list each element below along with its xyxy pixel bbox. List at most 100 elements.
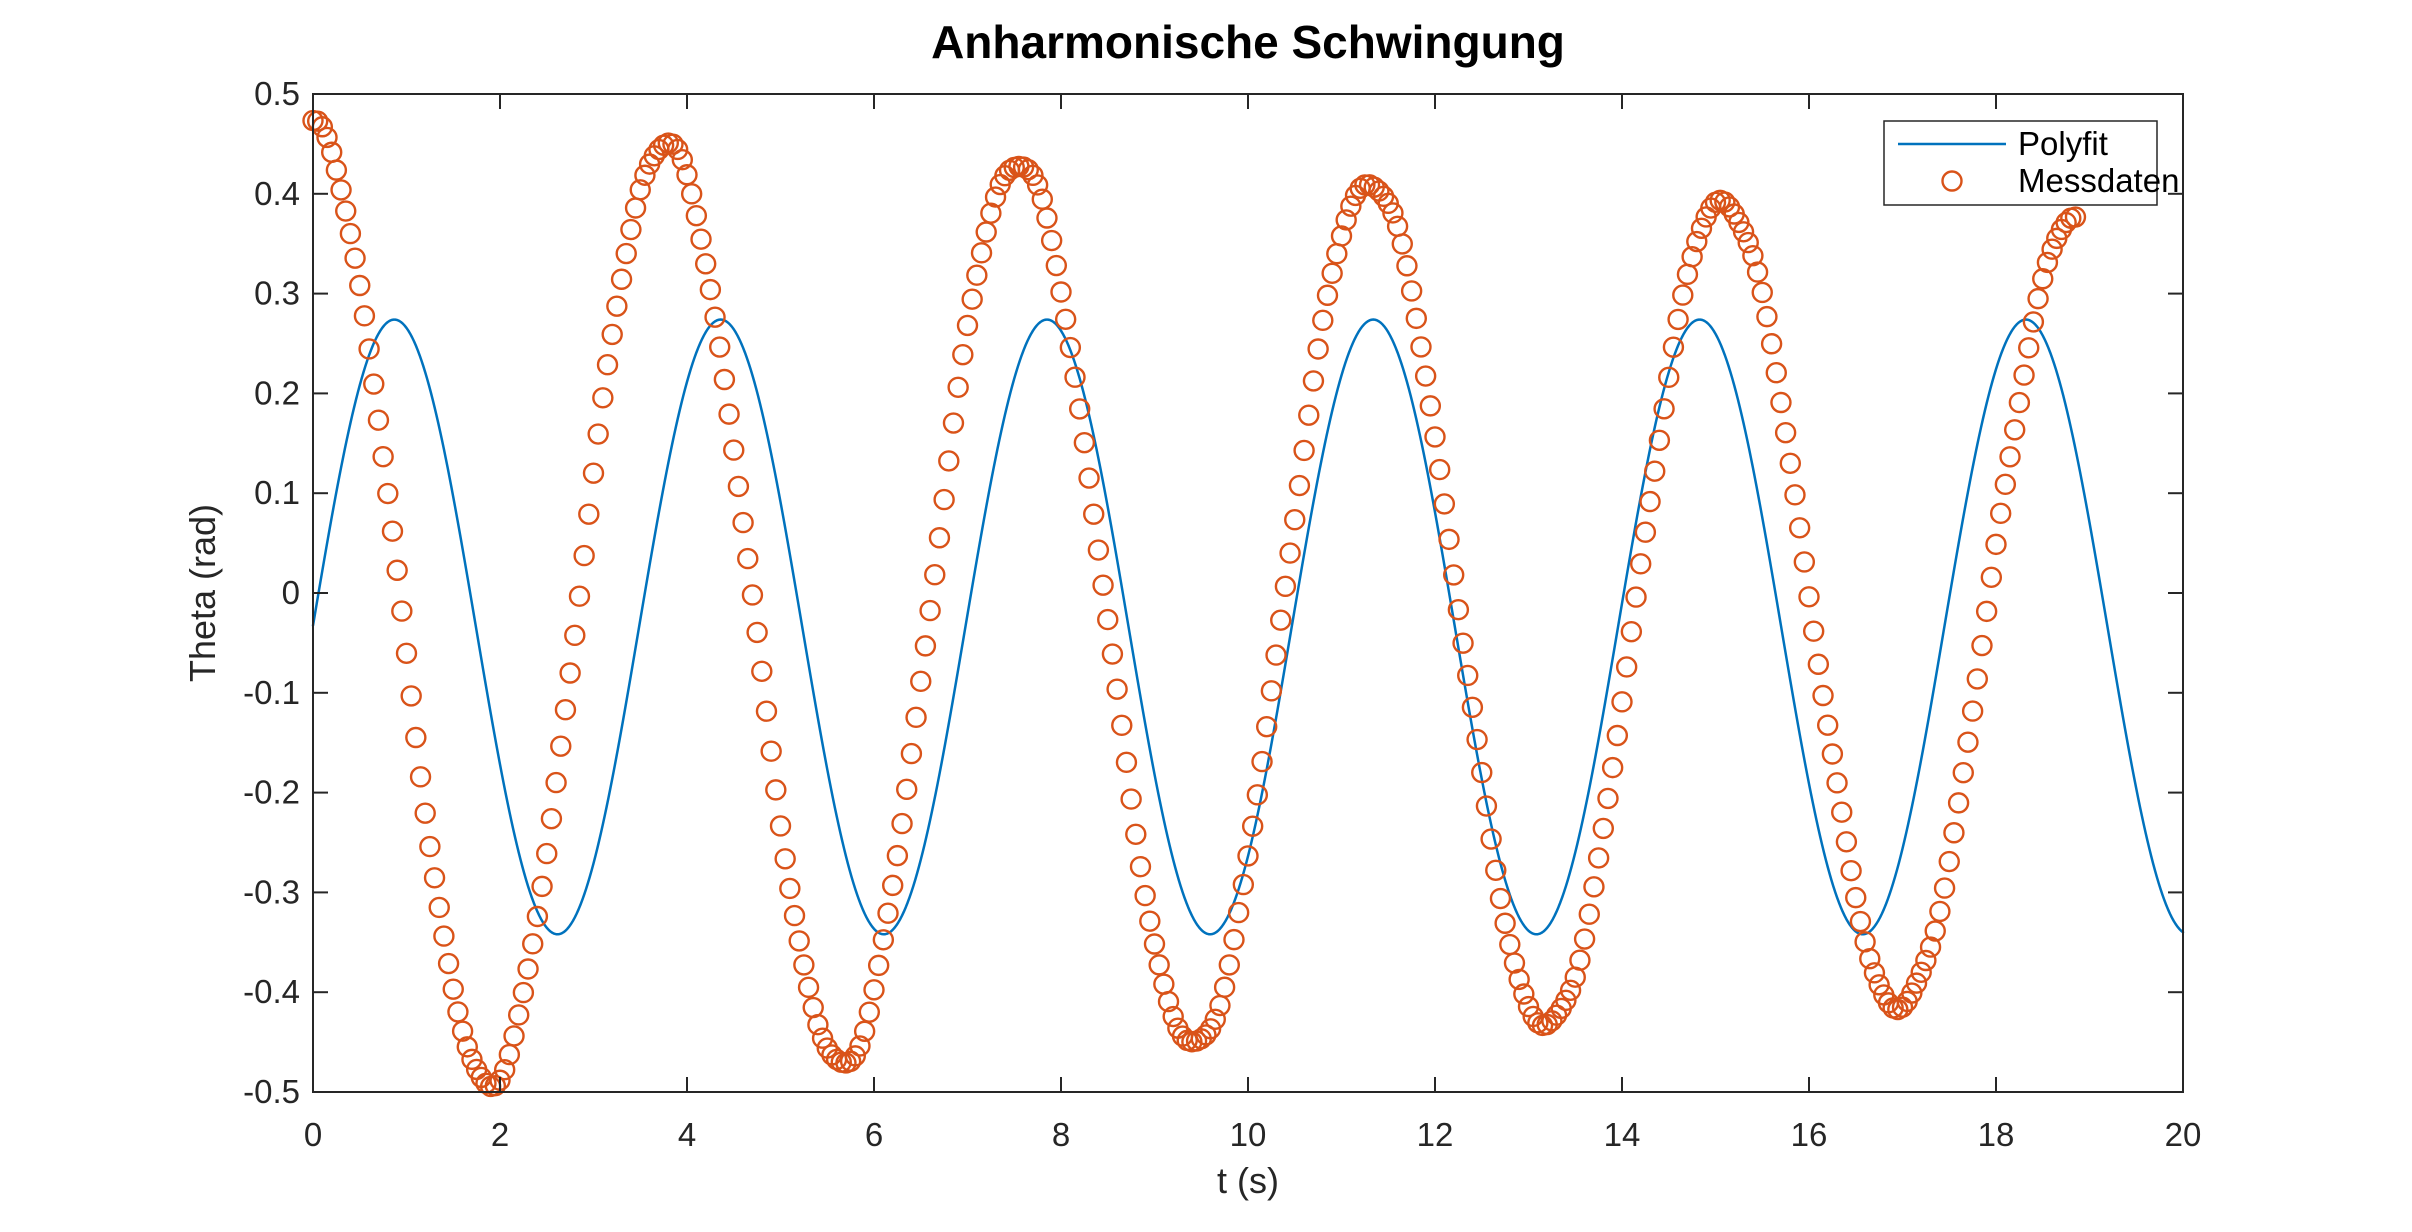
messdaten-marker (1148, 954, 1170, 976)
messdaten-marker (433, 925, 455, 947)
messdaten-marker (1298, 404, 1320, 426)
messdaten-marker (1218, 954, 1241, 976)
messdaten-marker (568, 585, 591, 607)
messdaten-marker (783, 904, 806, 927)
messdaten-marker (844, 1045, 866, 1067)
messdaten-marker (1555, 989, 1577, 1012)
messdaten-marker (1592, 817, 1615, 840)
messdaten-marker (1863, 962, 1886, 984)
messdaten-marker (1849, 910, 1872, 933)
messdaten-marker (400, 685, 422, 707)
messdaten-marker (1241, 815, 1264, 837)
messdaten-marker (839, 1050, 862, 1072)
messdaten-marker (1227, 901, 1250, 924)
messdaten-marker (1265, 644, 1287, 666)
messdaten-marker (1433, 493, 1456, 515)
messdaten-marker (1919, 936, 1942, 958)
messdaten-marker (1157, 990, 1180, 1013)
messdaten-marker (606, 295, 628, 317)
messdaten-marker (755, 700, 778, 722)
messdaten-marker (339, 222, 362, 245)
messdaten-marker (980, 202, 1002, 224)
messdaten-marker (1559, 979, 1582, 1001)
messdaten-marker (877, 902, 899, 924)
messdaten-marker (451, 1020, 474, 1042)
messdaten-marker (395, 642, 418, 664)
messdaten-marker (1101, 643, 1124, 665)
messdaten-marker (1611, 691, 1633, 713)
messdaten-marker (620, 218, 642, 241)
messdaten-marker (1667, 308, 1689, 331)
messdaten-marker (1471, 761, 1493, 784)
messdaten-marker (2032, 268, 2054, 290)
y-tick-label: 0.3 (254, 275, 300, 312)
messdaten-marker (1452, 632, 1474, 654)
messdaten-marker (1115, 751, 1138, 774)
messdaten-marker (1064, 366, 1086, 388)
messdaten-marker (928, 527, 951, 549)
messdaten-marker (1232, 873, 1255, 896)
messdaten-marker (1901, 982, 1923, 1004)
messdaten-marker (933, 488, 955, 511)
messdaten-marker (746, 621, 768, 644)
messdaten-marker (1377, 192, 1399, 215)
messdaten-marker (1980, 566, 2003, 588)
messdaten-marker (1615, 656, 1638, 678)
messdaten-marker (349, 274, 371, 297)
messdaten-marker (582, 462, 605, 484)
messdaten-marker (1223, 928, 1245, 951)
messdaten-marker (629, 179, 651, 201)
messdaten-marker (942, 412, 965, 434)
messdaten-marker (578, 503, 600, 525)
messdaten-marker (1578, 903, 1600, 925)
messdaten-marker (1326, 243, 1348, 265)
messdaten-marker (1255, 715, 1278, 738)
messdaten-marker (1026, 174, 1049, 196)
messdaten-marker (1143, 933, 1166, 955)
y-axis-label: Theta (rad) (182, 504, 223, 682)
messdaten-marker (1999, 446, 2021, 468)
messdaten-marker (952, 343, 974, 366)
series-messdaten-markers (302, 109, 2087, 1098)
messdaten-marker (526, 905, 549, 928)
messdaten-marker (1321, 262, 1343, 284)
messdaten-marker (891, 812, 913, 835)
messdaten-marker (666, 138, 689, 161)
messdaten-marker (1807, 653, 1830, 675)
messdaten-marker (1629, 553, 1652, 575)
messdaten-marker (1068, 398, 1091, 420)
messdaten-marker (1059, 336, 1082, 359)
x-tick-label: 16 (1791, 1116, 1828, 1153)
messdaten-marker (1845, 886, 1867, 909)
messdaten-marker (1204, 1008, 1226, 1030)
messdaten-marker (531, 875, 553, 898)
messdaten-marker (1153, 973, 1175, 995)
messdaten-marker (2027, 287, 2049, 310)
y-tick-label: 0.4 (254, 175, 300, 212)
messdaten-marker (456, 1036, 478, 1058)
messdaten-marker (1933, 877, 1956, 899)
messdaten-marker (1788, 517, 1811, 539)
messdaten-marker (428, 896, 450, 919)
messdaten-marker (732, 511, 754, 534)
messdaten-marker (924, 564, 946, 586)
legend: Polyfit Messdaten (1883, 120, 2179, 206)
messdaten-marker (1424, 426, 1446, 448)
messdaten-marker (1260, 680, 1283, 702)
messdaten-marker (1279, 542, 1301, 564)
messdaten-marker (1732, 221, 1755, 243)
y-tick-label: 0.2 (254, 374, 300, 411)
messdaten-marker (391, 600, 413, 622)
messdaten-marker (1573, 928, 1596, 950)
messdaten-marker (779, 877, 801, 900)
messdaten-marker (335, 200, 357, 222)
messdaten-marker (811, 1027, 834, 1049)
y-tick-label: 0.1 (254, 474, 300, 511)
polyfit-curve (311, 318, 2185, 936)
messdaten-marker (788, 930, 810, 952)
messdaten-marker (1784, 484, 1806, 506)
messdaten-marker (713, 368, 736, 391)
messdaten-marker (1601, 756, 1624, 779)
series-polyfit-line (311, 318, 2185, 936)
messdaten-marker (872, 929, 895, 951)
